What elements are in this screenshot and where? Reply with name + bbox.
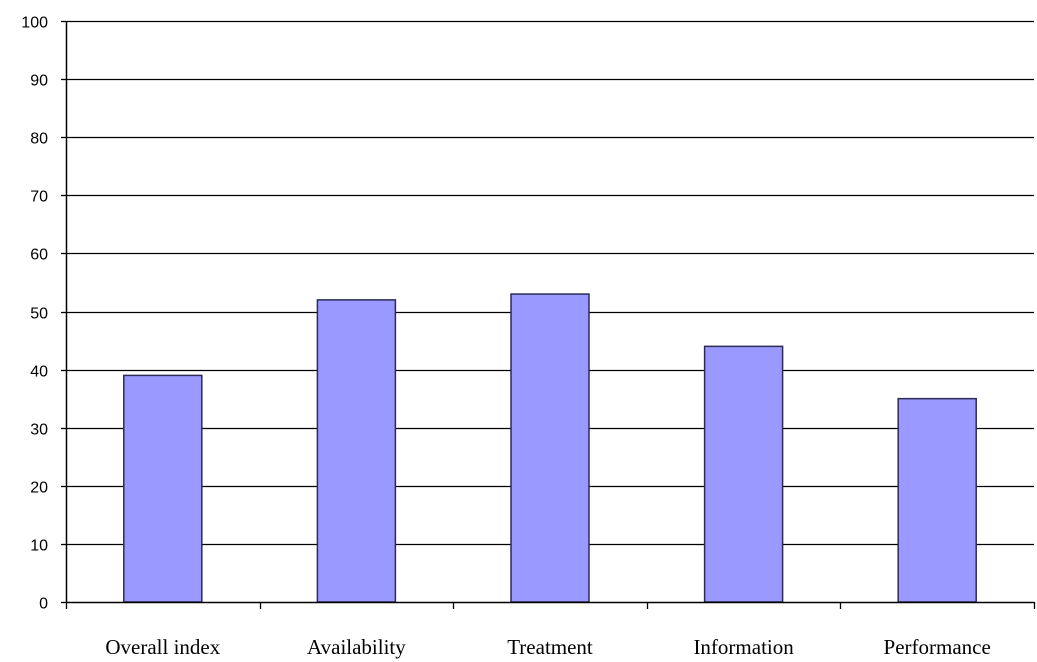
y-tick-label: 90 xyxy=(30,73,48,90)
bar-information xyxy=(703,345,784,603)
y-tick-label: 40 xyxy=(30,364,48,381)
y-tick-label: 100 xyxy=(21,15,48,32)
x-tick-label: Information xyxy=(693,635,794,659)
y-tick-label: 70 xyxy=(30,189,48,206)
bar-overall-index xyxy=(123,374,203,603)
axes xyxy=(61,20,1036,609)
y-tick-label: 0 xyxy=(39,596,48,613)
x-tick-label: Performance xyxy=(884,635,991,659)
y-tick-label: 30 xyxy=(30,422,48,439)
x-tick-label: Availability xyxy=(307,635,406,659)
x-tick-label: Overall index xyxy=(105,635,220,659)
bars xyxy=(123,293,977,603)
y-tick-label: 20 xyxy=(30,480,48,497)
bar-availability xyxy=(316,299,397,603)
x-axis-tick-labels: Overall index Availability Treatment Inform… xyxy=(105,635,990,659)
y-tick-label: 10 xyxy=(30,538,48,555)
y-tick-label: 80 xyxy=(30,131,48,148)
y-tick-label: 50 xyxy=(30,306,48,323)
x-tick-label: Treatment xyxy=(507,635,593,659)
bar-performance xyxy=(897,397,977,603)
y-tick-label: 60 xyxy=(30,247,48,264)
y-axis-tick-labels: 0 10 20 30 40 50 60 70 80 90 100 xyxy=(21,15,48,613)
bar-treatment xyxy=(510,293,590,603)
